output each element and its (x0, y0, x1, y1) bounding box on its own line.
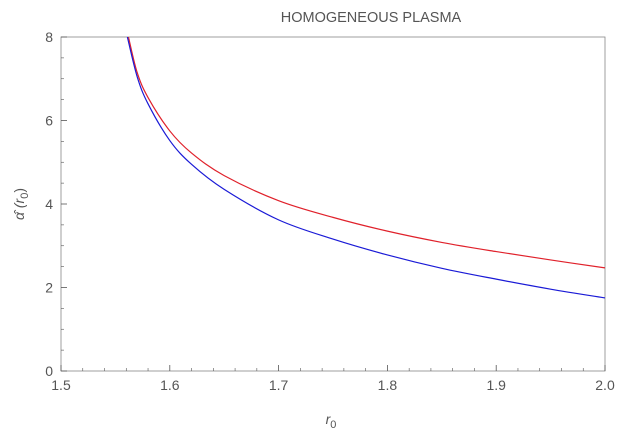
y-tick-label: 4 (45, 196, 53, 212)
y-tick-label: 6 (45, 113, 53, 129)
x-axis-label-r: r (326, 411, 332, 427)
chart-title: HOMOGENEOUS PLASMA (281, 10, 462, 26)
x-tick-label: 1.9 (486, 377, 506, 393)
series-layer (126, 36, 606, 299)
y-tick-label: 2 (45, 280, 53, 296)
x-tick-label: 1.7 (269, 377, 289, 393)
y-axis-label-r: r (11, 197, 27, 203)
x-axis-label: r0 (326, 411, 337, 431)
y-axis-label-alpha: α̂ ( (11, 202, 27, 220)
x-axis-label-sub: 0 (330, 419, 336, 431)
y-axis-label-sub: 0 (19, 193, 31, 199)
x-tick-label: 1.6 (160, 377, 180, 393)
y-tick-label: 8 (45, 29, 53, 45)
x-tick-label: 2.0 (595, 377, 615, 393)
y-axis-label: α̂ (r0) (11, 188, 31, 220)
series-line-red (127, 36, 606, 269)
y-axis-label-close: ) (11, 188, 27, 193)
x-tick-label: 1.8 (378, 377, 398, 393)
y-tick-label: 0 (45, 363, 53, 379)
x-tick-label: 1.5 (51, 377, 71, 393)
series-line-blue (126, 36, 606, 299)
ticks-layer: 1.5 1.6 1.7 1.8 1.9 2.0 0 2 4 6 8 (45, 29, 615, 393)
